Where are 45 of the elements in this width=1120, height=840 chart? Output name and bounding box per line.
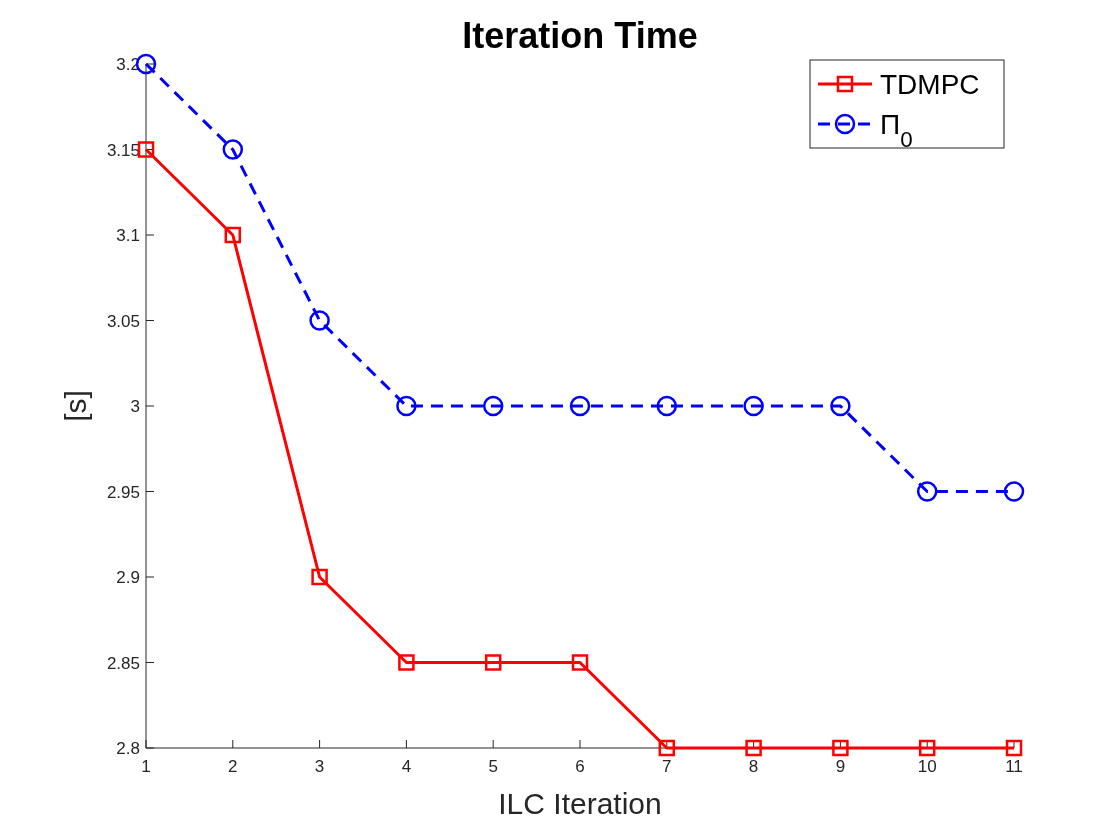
point bbox=[830, 395, 851, 417]
legend-label: TDMPC bbox=[880, 69, 980, 100]
point bbox=[569, 395, 591, 417]
x-tick-label: 7 bbox=[662, 757, 672, 776]
point bbox=[484, 654, 502, 671]
point bbox=[482, 395, 504, 417]
point bbox=[1003, 481, 1025, 502]
point bbox=[224, 226, 242, 244]
point bbox=[832, 739, 849, 757]
x-tick-label: 3 bbox=[314, 757, 325, 776]
y-axis-title: [s] bbox=[59, 390, 92, 422]
x-tick-label: 10 bbox=[917, 757, 937, 776]
point bbox=[137, 141, 155, 158]
point bbox=[222, 139, 244, 160]
point bbox=[1005, 739, 1023, 757]
x-tick-label: 5 bbox=[488, 757, 498, 776]
y-tick-label: 2.85 bbox=[106, 653, 140, 673]
y-tick-label: 3 bbox=[130, 397, 140, 416]
y-tick-label: 3.1 bbox=[116, 226, 140, 245]
x-tick-label: 2 bbox=[228, 757, 238, 776]
point bbox=[398, 654, 415, 671]
point bbox=[743, 395, 764, 417]
point bbox=[916, 481, 938, 502]
x-tick-label: 4 bbox=[401, 757, 412, 776]
point bbox=[309, 310, 330, 331]
point bbox=[311, 568, 328, 586]
point bbox=[745, 739, 762, 757]
legend-label: Π$_{0}$ bbox=[880, 109, 913, 152]
y-tick-label: 2.95 bbox=[106, 482, 140, 502]
point bbox=[656, 395, 678, 417]
point bbox=[571, 654, 589, 671]
y-tick-label: 2.9 bbox=[116, 568, 140, 587]
x-tick-label: 9 bbox=[835, 757, 846, 776]
x-tick-label: 11 bbox=[1005, 757, 1023, 776]
y-tick-label: 3.15 bbox=[106, 140, 140, 160]
x-axis-title: ILC Iteration bbox=[498, 787, 662, 820]
x-tick-label: 8 bbox=[748, 757, 759, 776]
point bbox=[658, 739, 676, 757]
y-tick-label: 3.05 bbox=[106, 311, 140, 331]
point bbox=[396, 395, 417, 417]
chart-title: Iteration Time bbox=[462, 15, 698, 56]
point bbox=[918, 739, 936, 757]
y-tick-label: 2.8 bbox=[116, 739, 140, 758]
x-tick-label: 1 bbox=[141, 757, 151, 776]
x-tick-label: 6 bbox=[575, 757, 585, 776]
